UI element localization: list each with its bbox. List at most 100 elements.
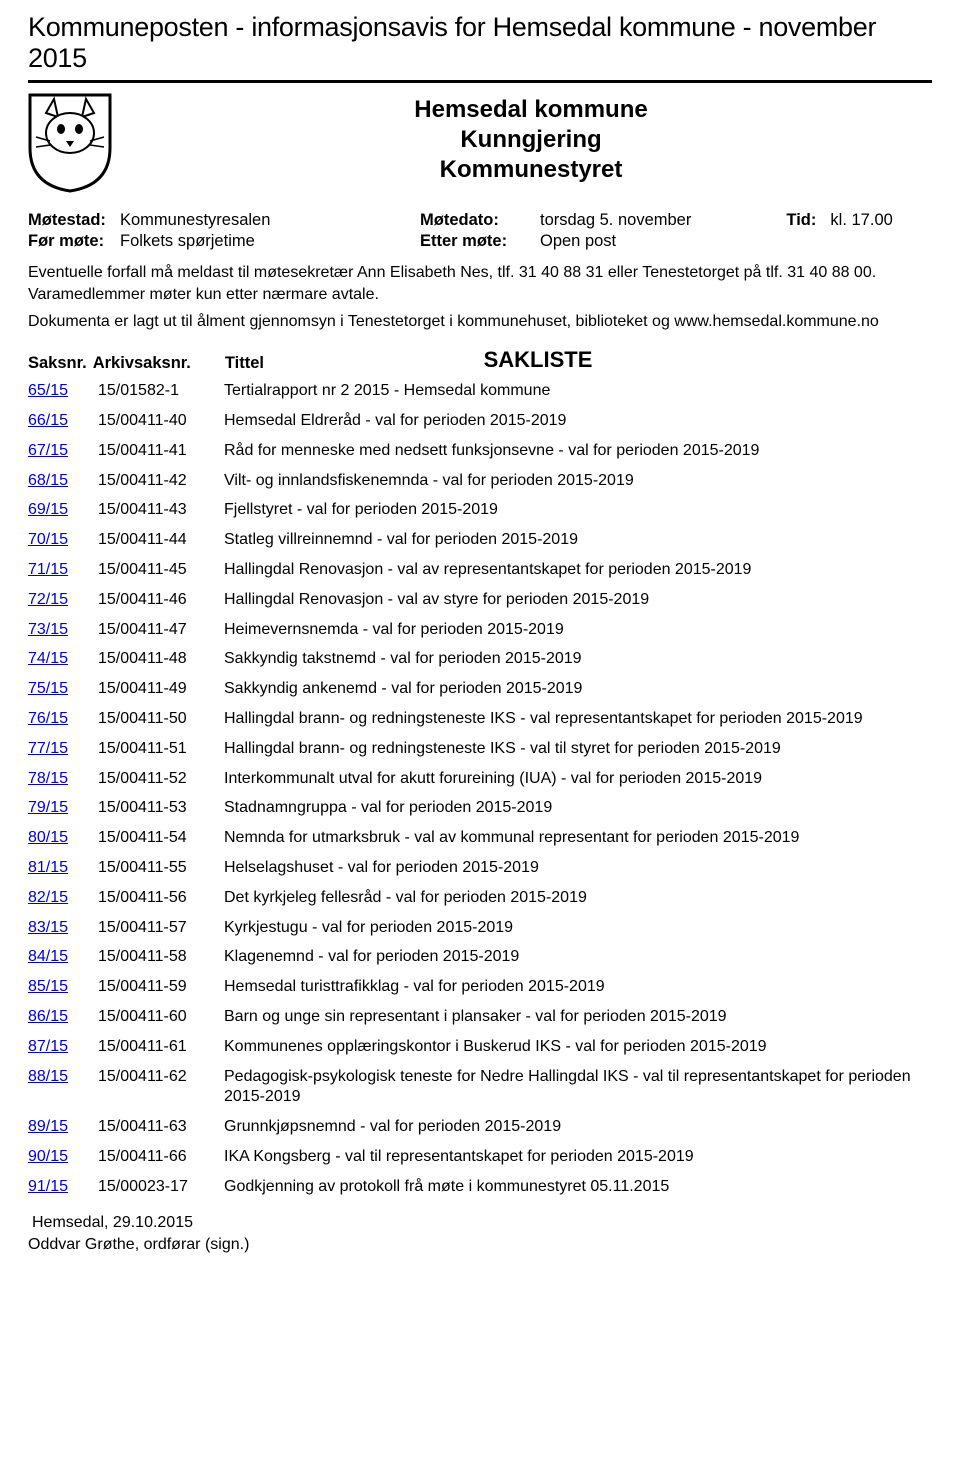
tid-label: Tid: <box>786 210 830 231</box>
saksnr-link[interactable]: 89/15 <box>28 1118 68 1135</box>
arkivsaksnr: 15/00411-50 <box>98 705 224 735</box>
sak-tittel: Klagenemnd - val for perioden 2015-2019 <box>224 943 932 973</box>
arkivsaksnr: 15/00411-53 <box>98 794 224 824</box>
sakliste-heading: Saksnr. Arkivsaksnr. Tittel SAKLISTE <box>28 347 932 373</box>
table-row: 88/15 15/00411-62Pedagogisk-psykologisk t… <box>28 1062 932 1113</box>
sak-tittel: Pedagogisk-psykologisk teneste for Nedre… <box>224 1062 932 1113</box>
sak-tittel: Det kyrkjeleg fellesråd - val for period… <box>224 883 932 913</box>
saksnr-link[interactable]: 69/15 <box>28 501 68 518</box>
arkivsaksnr: 15/00411-59 <box>98 973 224 1003</box>
arkivsaksnr: 15/00411-44 <box>98 526 224 556</box>
arkivsaksnr: 15/00411-62 <box>98 1062 224 1113</box>
table-row: 82/15 15/00411-56Det kyrkjeleg fellesråd … <box>28 883 932 913</box>
sak-tittel: Hallingdal brann- og redningsteneste IKS… <box>224 734 932 764</box>
footer: Hemsedal, 29.10.2015 Oddvar Grøthe, ordf… <box>28 1212 932 1257</box>
table-row: 87/1515/00411-61Kommunenes opplæringskon… <box>28 1032 932 1062</box>
table-row: 70/1515/00411-44Statleg villreinnemnd - … <box>28 526 932 556</box>
sak-tittel: Stadnamngruppa - val for perioden 2015-2… <box>224 794 932 824</box>
saksnr-link[interactable]: 87/15 <box>28 1038 68 1055</box>
sak-tittel: Interkommunalt utval for akutt forureini… <box>224 764 932 794</box>
saksnr-link[interactable]: 78/15 <box>28 770 68 787</box>
col-saksnr: Saksnr. <box>28 354 87 373</box>
saksnr-link[interactable]: 68/15 <box>28 472 68 489</box>
sakliste-title: SAKLISTE <box>264 347 932 373</box>
saksnr-link[interactable]: 86/15 <box>28 1008 68 1025</box>
saksnr-link[interactable]: 82/15 <box>28 889 68 906</box>
table-row: 90/1515/00411-66IKA Kongsberg - val til … <box>28 1143 932 1173</box>
sak-tittel: Heimevernsnemda - val for perioden 2015-… <box>224 615 932 645</box>
saksnr-link[interactable]: 77/15 <box>28 740 68 757</box>
arkivsaksnr: 15/00411-63 <box>98 1113 224 1143</box>
table-row: 74/15 15/00411-48Sakkyndig takstnemd - va… <box>28 645 932 675</box>
arkivsaksnr: 15/00411-55 <box>98 854 224 884</box>
sak-tittel: Hemsedal Eldreråd - val for perioden 201… <box>224 407 932 437</box>
saksnr-link[interactable]: 70/15 <box>28 531 68 548</box>
saksnr-link[interactable]: 71/15 <box>28 561 68 578</box>
saksnr-link[interactable]: 74/15 <box>28 650 68 667</box>
table-row: 71/1515/00411-45Hallingdal Renovasjon - … <box>28 556 932 586</box>
saksnr-link[interactable]: 67/15 <box>28 442 68 459</box>
sak-tittel: Hallingdal brann- og redningsteneste IKS… <box>224 705 932 735</box>
motedato-value: torsdag 5. november <box>540 210 786 231</box>
arkivsaksnr: 15/00411-56 <box>98 883 224 913</box>
table-row: 77/1515/00411-51Hallingdal brann- og red… <box>28 734 932 764</box>
col-tittel: Tittel <box>225 354 264 373</box>
table-row: 78/1515/00411-52Interkommunalt utval for… <box>28 764 932 794</box>
table-row: 81/15 15/00411-55Helselagshuset - val for… <box>28 854 932 884</box>
table-row: 85/1515/00411-59Hemsedal turisttrafikkla… <box>28 973 932 1003</box>
saksnr-link[interactable]: 66/15 <box>28 412 68 429</box>
arkivsaksnr: 15/00023-17 <box>98 1172 224 1202</box>
saksnr-link[interactable]: 76/15 <box>28 710 68 727</box>
sak-tittel: Tertialrapport nr 2 2015 - Hemsedal komm… <box>224 377 932 407</box>
table-row: 72/1515/00411-46Hallingdal Renovasjon - … <box>28 585 932 615</box>
saksnr-link[interactable]: 83/15 <box>28 919 68 936</box>
table-row: 65/15 15/01582-1Tertialrapport nr 2 2015 … <box>28 377 932 407</box>
intro-text: Eventuelle forfall må meldast til møtese… <box>28 262 932 333</box>
intro-p2: Dokumenta er lagt ut til ålment gjennoms… <box>28 311 932 333</box>
arkivsaksnr: 15/00411-40 <box>98 407 224 437</box>
saksnr-link[interactable]: 88/15 <box>28 1068 68 1085</box>
sak-tittel: Nemnda for utmarksbruk - val av kommunal… <box>224 824 932 854</box>
saksnr-link[interactable]: 81/15 <box>28 859 68 876</box>
table-row: 86/1515/00411-60Barn og unge sin represe… <box>28 1003 932 1033</box>
arkivsaksnr: 15/01582-1 <box>98 377 224 407</box>
motedato-label: Møtedato: <box>420 210 540 231</box>
arkivsaksnr: 15/00411-41 <box>98 436 224 466</box>
saksnr-link[interactable]: 84/15 <box>28 948 68 965</box>
arkivsaksnr: 15/00411-48 <box>98 645 224 675</box>
sak-tittel: Sakkyndig takstnemd - val for perioden 2… <box>224 645 932 675</box>
arkivsaksnr: 15/00411-54 <box>98 824 224 854</box>
sak-tittel: Kyrkjestugu - val for perioden 2015-2019 <box>224 913 932 943</box>
sak-tittel: Helselagshuset - val for perioden 2015-2… <box>224 854 932 884</box>
motestad-value: Kommunestyresalen <box>120 210 420 231</box>
sakliste-table: 65/15 15/01582-1Tertialrapport nr 2 2015 … <box>28 377 932 1202</box>
page-banner: Kommuneposten - informasjonsavis for Hem… <box>28 12 932 83</box>
saksnr-link[interactable]: 80/15 <box>28 829 68 846</box>
saksnr-link[interactable]: 91/15 <box>28 1178 68 1195</box>
table-row: 69/1515/00411-43Fjellstyret - val for pe… <box>28 496 932 526</box>
ettermote-value: Open post <box>540 231 932 252</box>
sak-tittel: Vilt- og innlandsfiskenemnda - val for p… <box>224 466 932 496</box>
arkivsaksnr: 15/00411-43 <box>98 496 224 526</box>
tid-value: kl. 17.00 <box>830 210 932 231</box>
table-row: 68/15 15/00411-42Vilt- og innlandsfiskene… <box>28 466 932 496</box>
motestad-label: Møtestad: <box>28 210 120 231</box>
crest-shield-icon <box>28 93 112 198</box>
arkivsaksnr: 15/00411-42 <box>98 466 224 496</box>
table-row: 91/15 15/00023-17Godkjenning av protokoll… <box>28 1172 932 1202</box>
saksnr-link[interactable]: 85/15 <box>28 978 68 995</box>
header-row: Hemsedal kommune Kunngjering Kommunestyr… <box>28 93 932 198</box>
saksnr-link[interactable]: 72/15 <box>28 591 68 608</box>
arkivsaksnr: 15/00411-57 <box>98 913 224 943</box>
saksnr-link[interactable]: 79/15 <box>28 799 68 816</box>
saksnr-link[interactable]: 75/15 <box>28 680 68 697</box>
formote-value: Folkets spørjetime <box>120 231 420 252</box>
table-row: 75/1515/00411-49Sakkyndig ankenemd - val… <box>28 675 932 705</box>
saksnr-link[interactable]: 73/15 <box>28 621 68 638</box>
saksnr-link[interactable]: 90/15 <box>28 1148 68 1165</box>
sak-tittel: Kommunenes opplæringskontor i Buskerud I… <box>224 1032 932 1062</box>
table-row: 79/15 15/00411-53Stadnamngruppa - val for… <box>28 794 932 824</box>
saksnr-link[interactable]: 65/15 <box>28 382 68 399</box>
sak-tittel: Godkjenning av protokoll frå møte i komm… <box>224 1172 932 1202</box>
table-row: 83/15 15/00411-57Kyrkjestugu - val for pe… <box>28 913 932 943</box>
